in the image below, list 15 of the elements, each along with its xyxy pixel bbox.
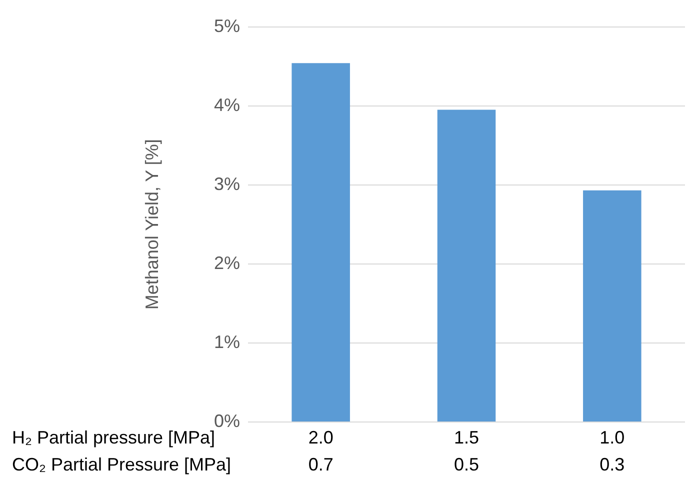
text: CO₂ Partial Pressure [MPa] <box>12 454 232 474</box>
y-tick-label: 2% <box>214 252 240 273</box>
bar <box>292 63 350 422</box>
y-tick-label: 0% <box>214 410 240 431</box>
x-tick-label: 2.0 0.7 <box>308 427 334 474</box>
bar <box>583 190 642 422</box>
bar <box>437 110 496 422</box>
y-tick-label: 5% <box>214 16 240 36</box>
text: H₂ Partial pressure [MPa] <box>12 427 216 448</box>
y-tick-label: 1% <box>214 332 240 352</box>
x-tick-label: 1.5 0.5 <box>454 427 480 474</box>
y-axis-title: Methanol Yield, Y [%] <box>142 139 162 310</box>
x-tick-label: 1.0 0.3 <box>600 427 625 474</box>
y-tick-label: 4% <box>214 94 240 115</box>
y-tick-label: 3% <box>214 174 240 194</box>
